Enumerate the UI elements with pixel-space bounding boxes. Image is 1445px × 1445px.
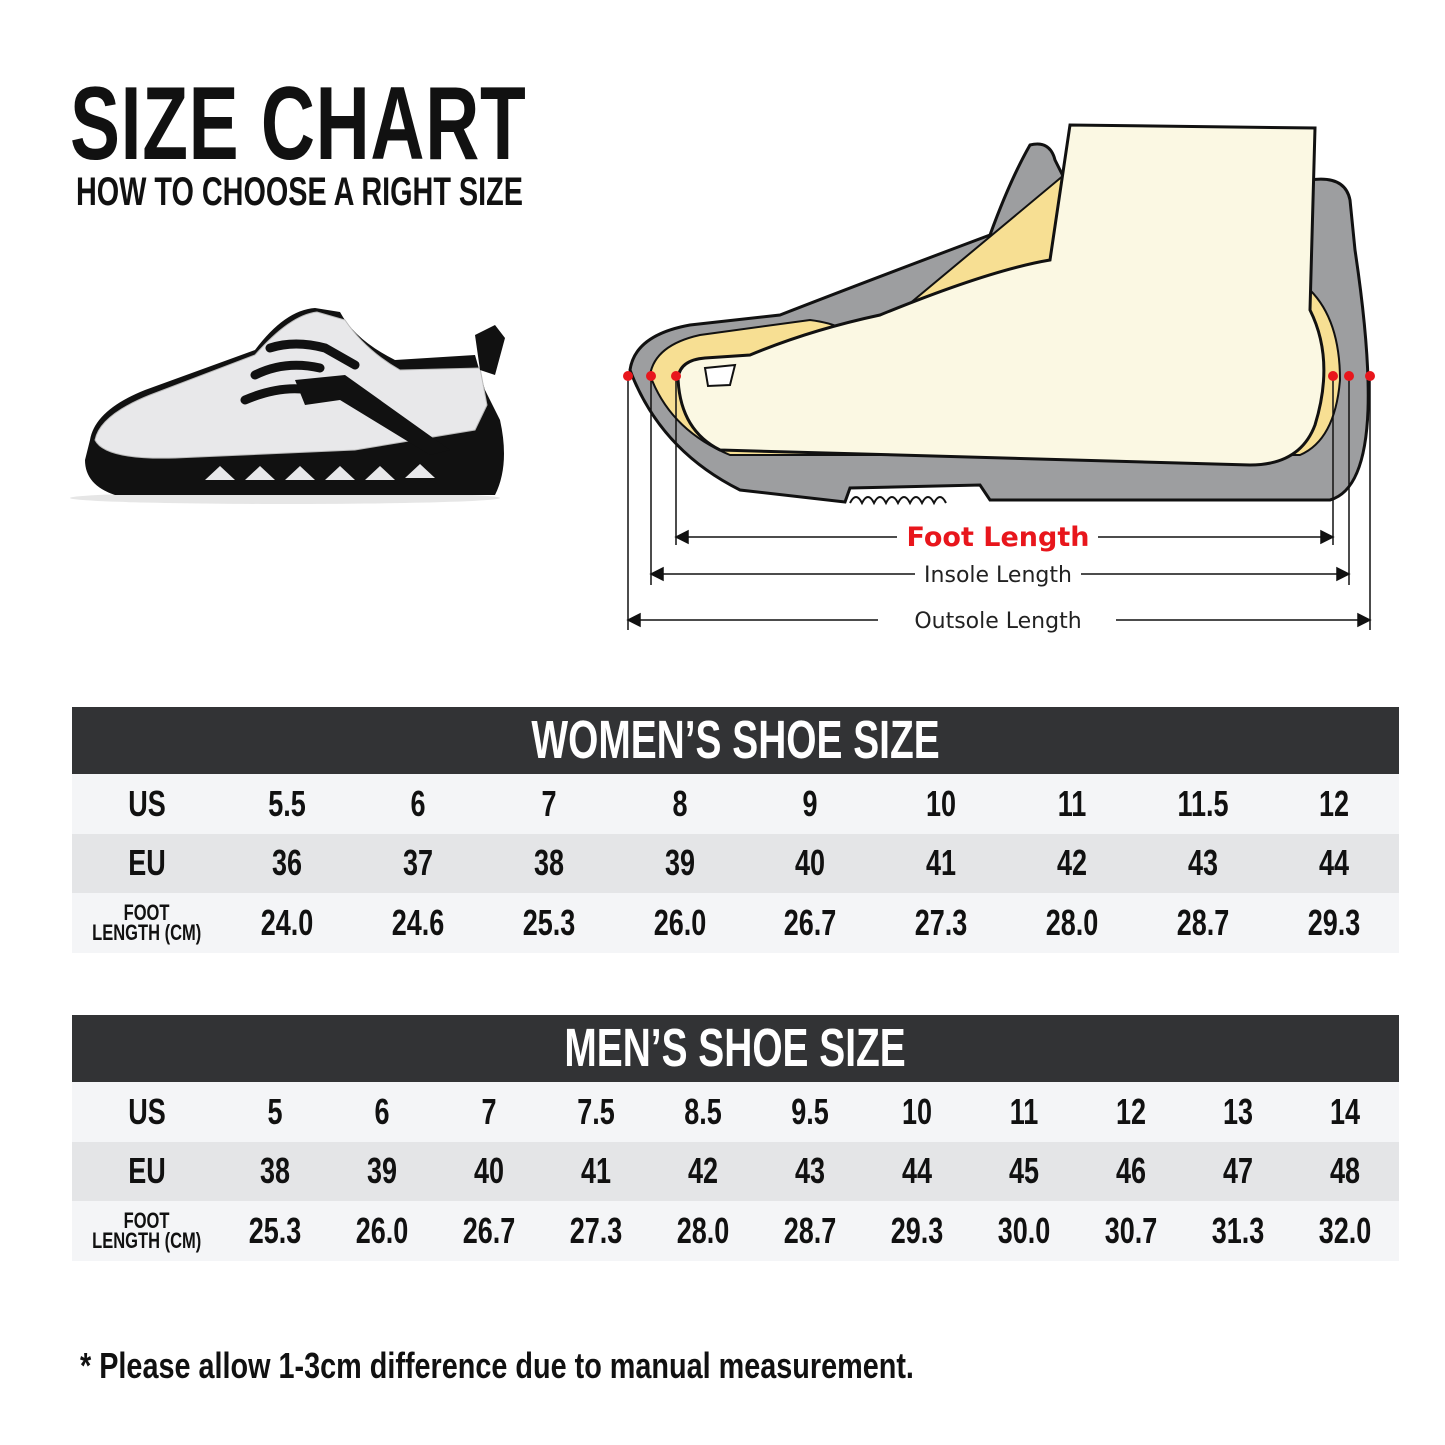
size-cell: 11 (1057, 782, 1087, 824)
size-cell: 28.7 (1176, 901, 1230, 943)
size-cell: 26.7 (784, 901, 837, 943)
size-cell: 42 (688, 1150, 719, 1192)
row-label: EU (128, 1150, 166, 1192)
size-cell: 27.3 (914, 901, 968, 943)
size-cell: 45 (1009, 1150, 1040, 1192)
sneaker-image (70, 308, 505, 504)
size-cell: 44 (1318, 842, 1349, 884)
row-label: FOOT LENGTH (CM) (92, 899, 202, 945)
size-cell: 43 (795, 1150, 826, 1192)
size-cell: 39 (367, 1150, 398, 1192)
size-cell: 27.3 (570, 1209, 623, 1251)
size-cell: 46 (1116, 1150, 1147, 1192)
size-cell: 28.0 (677, 1209, 730, 1251)
size-cell: 9.5 (791, 1090, 830, 1132)
mens-table-title: MEN’S SHOE SIZE (72, 1015, 1399, 1082)
size-cell: 7 (541, 782, 557, 824)
measurement-markers (623, 371, 1375, 381)
row-label: FOOT LENGTH (CM) (92, 1207, 202, 1253)
size-cell: 36 (272, 842, 303, 884)
outsole-length-label: Outsole Length (914, 609, 1081, 634)
size-cell: 6 (374, 1090, 391, 1132)
size-cell: 12 (1318, 782, 1349, 824)
size-row: EU 36 37 38 39 40 41 42 43 44 (72, 833, 1399, 893)
size-cell: 40 (474, 1150, 505, 1192)
size-cell: 8 (672, 782, 688, 824)
size-cell: 8.5 (684, 1090, 723, 1132)
size-cell: 42 (1057, 842, 1088, 884)
foot-shape (676, 123, 1326, 467)
size-cell: 40 (795, 842, 826, 884)
size-cell: 26.0 (653, 901, 706, 943)
size-cell: 25.3 (522, 901, 576, 943)
size-cell: 12 (1116, 1090, 1147, 1132)
size-cell: 7.5 (577, 1090, 616, 1132)
size-cell: 5.5 (268, 782, 307, 824)
footnote: * Please allow 1-3cm difference due to m… (80, 1345, 914, 1386)
size-row: US 5 6 7 7.5 8.5 9.5 10 11 12 13 14 (72, 1082, 1399, 1142)
size-row: FOOT LENGTH (CM) 25.3 26.0 26.7 27.3 28.0 28.7 2… (72, 1201, 1399, 1261)
size-cell: 41 (926, 842, 957, 884)
insole-length-label: Insole Length (924, 563, 1072, 588)
foot-measurement-diagram: Foot Length Insole Length Outsole Length (623, 123, 1375, 634)
size-cell: 37 (403, 842, 434, 884)
size-cell: 32.0 (1319, 1209, 1372, 1251)
row-label: EU (128, 842, 166, 884)
size-row: EU 38 39 40 41 42 43 44 45 46 47 48 (72, 1141, 1399, 1201)
size-cell: 7 (481, 1090, 498, 1132)
size-cell: 24.0 (261, 901, 314, 943)
size-cell: 24.6 (391, 901, 445, 943)
size-cell: 13 (1223, 1090, 1254, 1132)
page-title: SIZE CHART (70, 66, 527, 182)
row-label: US (128, 1090, 166, 1132)
size-cell: 29.3 (891, 1209, 944, 1251)
size-cell: 31.3 (1212, 1209, 1265, 1251)
size-cell: 30.0 (998, 1209, 1051, 1251)
size-cell: 41 (581, 1150, 612, 1192)
size-cell: 9 (802, 782, 818, 824)
size-cell: 6 (410, 782, 426, 824)
size-cell: 25.3 (249, 1209, 302, 1251)
size-cell: 43 (1187, 842, 1218, 884)
womens-size-table: WOMEN’S SHOE SIZE US 5.5 6 7 8 9 10 11 11.5 12 EU 3… (72, 707, 1399, 953)
size-cell: 26.0 (356, 1209, 409, 1251)
size-cell: 11 (1010, 1090, 1039, 1132)
size-cell: 38 (260, 1150, 291, 1192)
size-cell: 48 (1330, 1150, 1361, 1192)
size-cell: 11.5 (1177, 782, 1229, 824)
size-cell: 38 (533, 842, 564, 884)
womens-table-title: WOMEN’S SHOE SIZE (72, 707, 1399, 774)
size-cell: 26.7 (463, 1209, 516, 1251)
mens-size-table: MEN’S SHOE SIZE US 5 6 7 7.5 8.5 9.5 10 11 12 13 14… (72, 1015, 1399, 1261)
size-cell: 47 (1223, 1150, 1254, 1192)
size-cell: 10 (926, 782, 957, 824)
size-row: US 5.5 6 7 8 9 10 11 11.5 12 (72, 774, 1399, 834)
size-cell: 29.3 (1307, 901, 1360, 943)
size-cell: 44 (902, 1150, 933, 1192)
size-cell: 5 (267, 1090, 284, 1132)
size-row: FOOT LENGTH (CM) 24.0 24.6 25.3 26.0 26.7 27.3 2… (72, 893, 1399, 953)
page-subtitle: HOW TO CHOOSE A RIGHT SIZE (76, 170, 523, 214)
foot-length-label: Foot Length (907, 522, 1090, 553)
size-cell: 30.7 (1105, 1209, 1158, 1251)
size-cell: 10 (902, 1090, 933, 1132)
size-cell: 39 (664, 842, 695, 884)
size-cell: 28.0 (1045, 901, 1099, 943)
size-cell: 14 (1330, 1090, 1361, 1132)
row-label: US (128, 782, 166, 824)
size-cell: 28.7 (784, 1209, 837, 1251)
